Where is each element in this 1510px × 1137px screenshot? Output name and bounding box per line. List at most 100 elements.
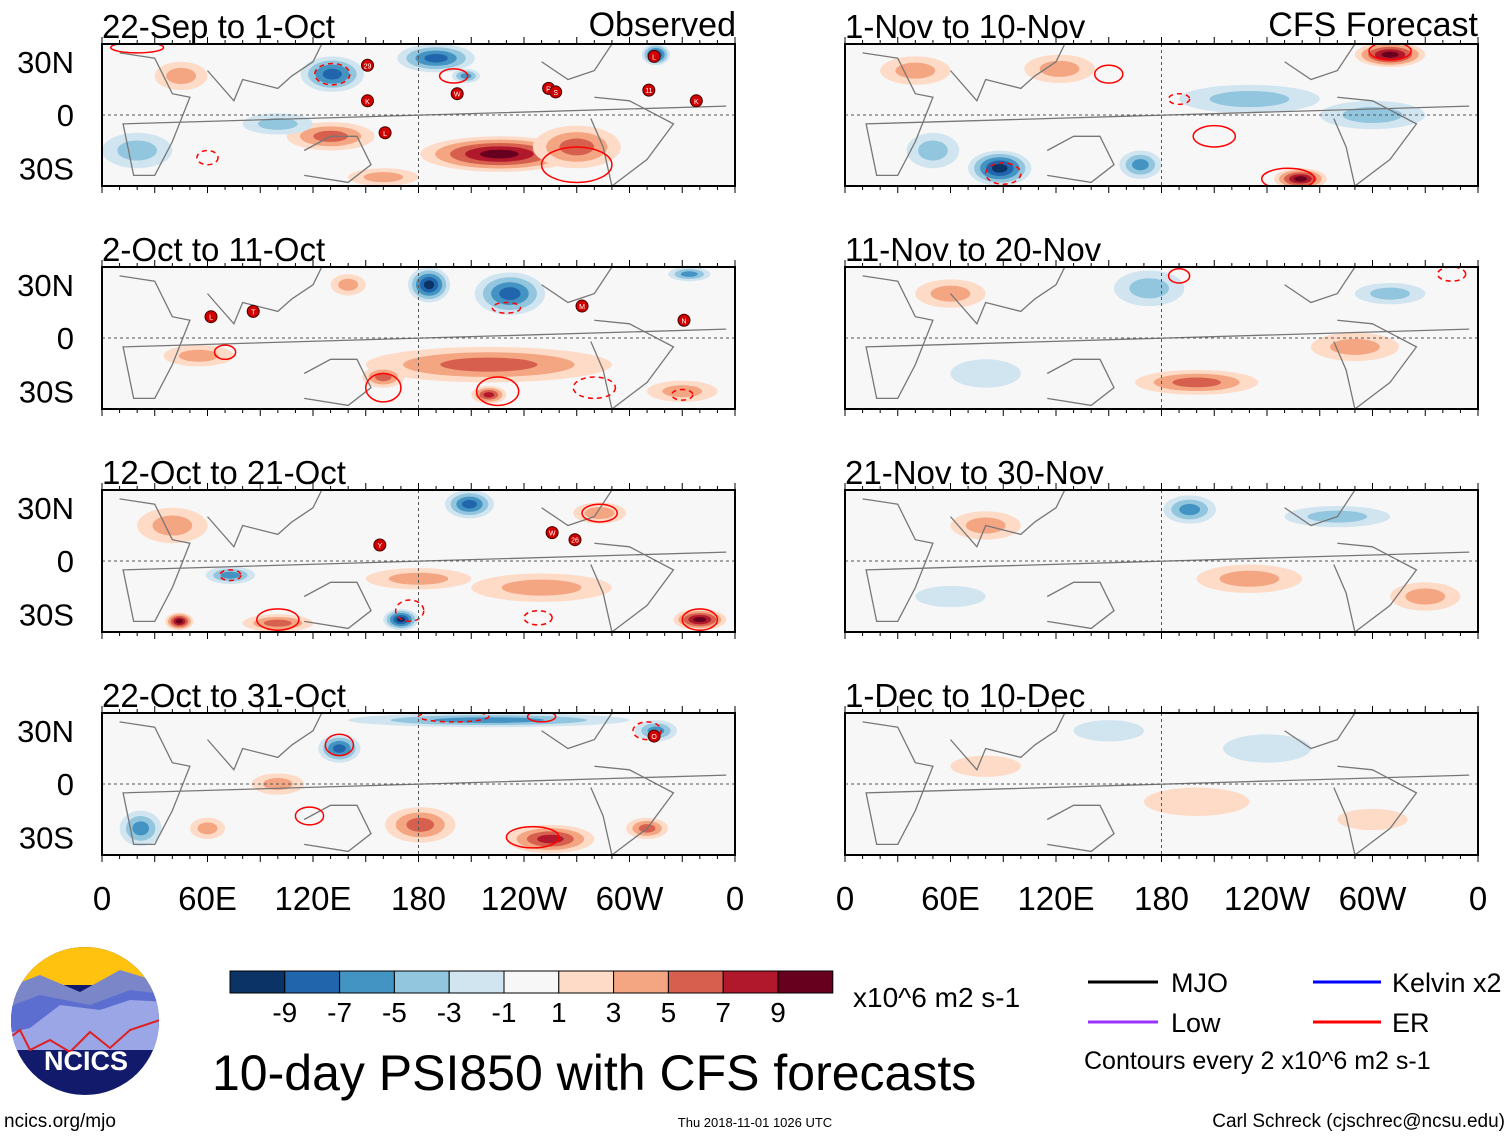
storm-marker: L [378,126,392,140]
storm-marker: M [575,299,589,313]
anomaly-shading [915,585,986,608]
anomaly-shading [950,755,1021,777]
er-contour [417,713,490,723]
contour-note: Contours every 2 x10^6 m2 s-1 [1084,1047,1431,1075]
colorbar-tick: 1 [551,997,567,1028]
er-contour [491,301,522,314]
lon-label: 120W [481,880,568,917]
anomaly-shading [117,140,158,161]
legend-er-label: ER [1392,1008,1430,1038]
coastline [950,490,1066,549]
er-contour [219,569,242,582]
anomaly-shading [424,53,448,63]
anomaly-shading [479,149,519,159]
coastline [1046,358,1115,407]
storm-marker: L [647,49,661,63]
anomaly-shading [1337,808,1408,831]
anomaly-shading [693,616,707,623]
coastline [303,804,372,853]
lon-label: 180 [391,880,446,917]
svg-text:L: L [209,315,213,322]
colorbar-tick: -3 [437,997,462,1028]
colorbar-tick: 9 [770,997,786,1028]
colorbar-swatch [667,970,724,994]
storm-marker: O [647,729,661,743]
coastline [207,713,323,772]
coastline [950,44,1066,103]
coastline [862,498,1470,622]
map-panel: L T M N 2-Oct to 11-Oct 30N 0 30S [17,231,736,416]
storm-marker: N [677,313,691,327]
colorbar-swatch [393,970,450,994]
panel-title: 22-Sep to 1-Oct [102,8,335,45]
lat-label: 30N [17,714,74,749]
lat-label: 0 [57,321,74,356]
anomaly-shading [363,172,404,183]
anomaly-shading [1073,720,1144,742]
forecast-label: CFS Forecast [1268,6,1478,44]
er-contour [1436,267,1467,282]
colorbar-swatch [558,970,615,994]
lon-label: 120E [274,880,351,917]
coastline [541,490,613,527]
legend-kelvin-label: Kelvin x2 [1392,968,1502,998]
coastline [590,765,675,855]
legend-mjo-label: MJO [1171,968,1228,998]
figure-title: 10-day PSI850 with CFS forecasts [212,1045,976,1101]
svg-text:M: M [579,304,585,311]
footer-author: Carl Schreck (cjschrec@ncsu.edu) [1212,1111,1505,1132]
er-contour [632,721,662,741]
colorbar-swatch [339,970,395,994]
er-contour [1167,268,1191,284]
colorbar-units: x10^6 m2 s-1 [853,982,1020,1013]
footer-url[interactable]: ncics.org/mjo [4,1111,116,1132]
lon-label: 0 [1469,880,1487,917]
coastline [303,358,372,407]
map-panel: 1-Dec to 10-Dec [844,677,1479,862]
legend: MJO Kelvin x2 Low ER Contours every 2 x1… [1084,968,1502,1075]
anomaly-shading [584,507,615,520]
coastline [950,267,1066,326]
colorbar-tick: -9 [272,997,297,1028]
anomaly-shading [332,744,346,753]
anomaly-shading [460,73,472,79]
coastline [862,721,1470,845]
lat-label: 0 [57,767,74,802]
lon-label: 120W [1224,880,1311,917]
lat-label: 30N [17,268,74,303]
storm-marker: L [204,310,218,324]
anomaly-shading [220,571,241,579]
svg-text:W: W [549,531,556,538]
anomaly-shading [178,349,219,362]
colorbar-tick: -7 [327,997,352,1028]
svg-text:Y: Y [377,543,382,550]
er-contour [540,146,613,184]
svg-text:29: 29 [364,63,372,70]
colorbar-tick: 3 [606,997,622,1028]
svg-text:11: 11 [645,88,652,95]
svg-text:N: N [681,318,686,325]
anomaly-shading [175,619,183,624]
lat-label: 30S [19,151,74,186]
anomaly-shading [375,372,392,382]
er-contour [681,608,719,631]
coastline [1284,267,1356,304]
anomaly-shading [1381,51,1399,58]
coastline [541,267,613,304]
er-contour [314,62,351,86]
coastline [590,96,675,186]
anomaly-shading [662,385,703,398]
er-contour [1260,167,1316,186]
er-contour [110,44,165,54]
anomaly-shading [197,822,218,835]
lon-label: 120E [1017,880,1094,917]
anomaly-shading [388,572,449,585]
er-contour [255,608,300,631]
anomaly-shading [257,117,298,130]
storm-marker: 26 [568,533,582,547]
anomaly-shading [991,163,1008,173]
er-contour [1093,64,1124,84]
colorbar-swatch [284,970,341,994]
anomaly-shading [440,357,538,372]
